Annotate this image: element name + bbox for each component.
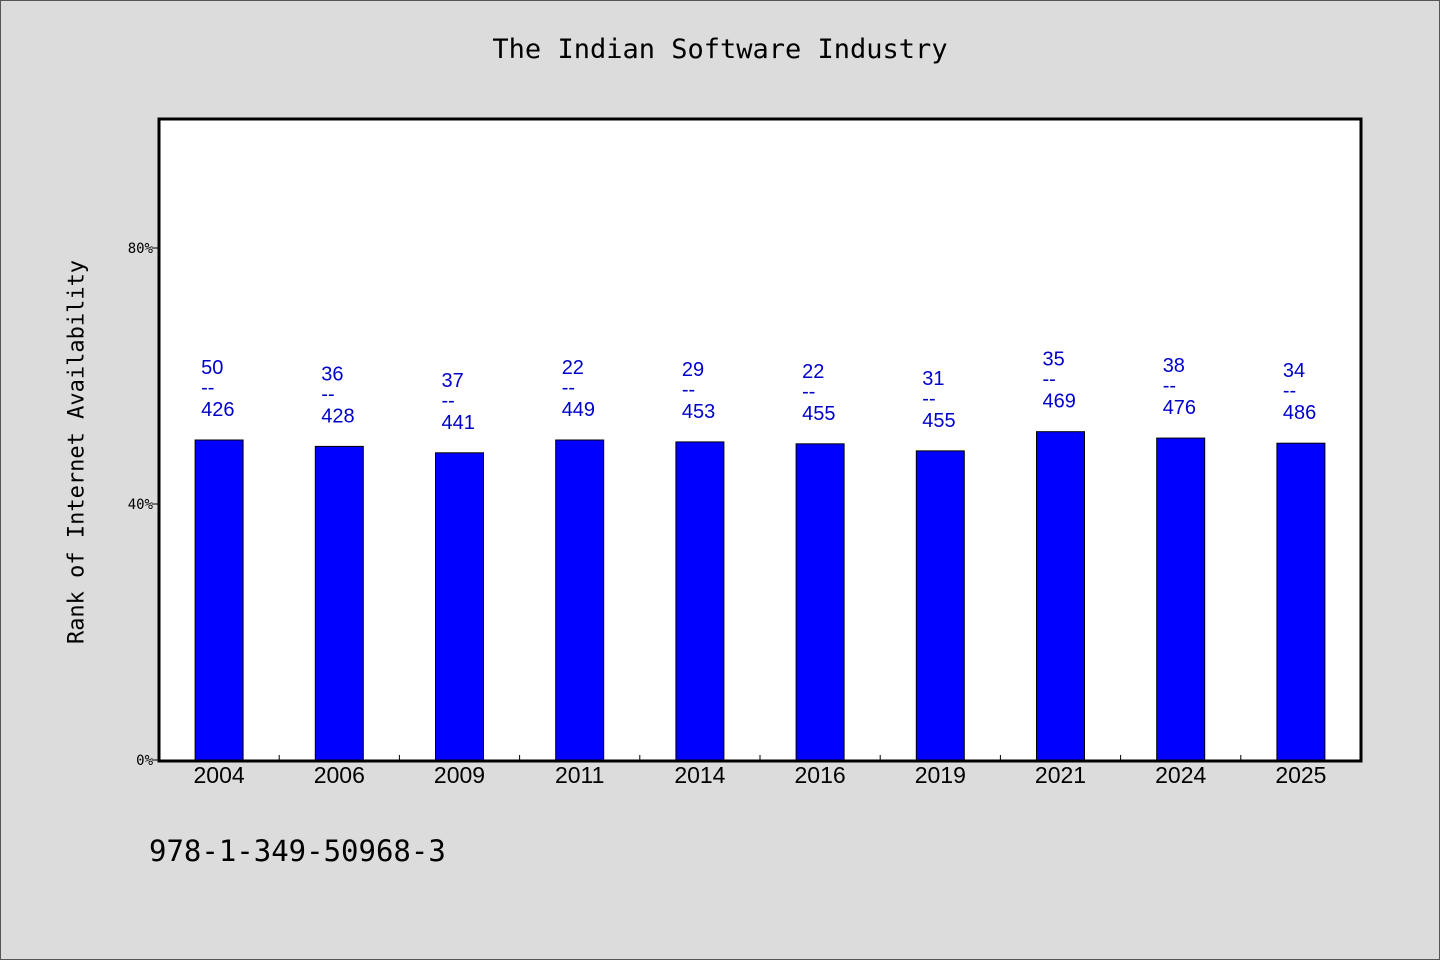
data-label-top: 31 <box>922 368 944 390</box>
x-tick-label: 2014 <box>674 762 725 788</box>
x-tick-label: 2011 <box>555 762 604 788</box>
x-tick-label: 2024 <box>1155 762 1206 788</box>
data-label-separator: -- <box>321 383 334 405</box>
y-tick-label: 40% <box>128 497 154 513</box>
data-label-top: 38 <box>1163 355 1185 377</box>
data-label-top: 35 <box>1043 349 1065 371</box>
bar-2009 <box>435 452 484 761</box>
bar-2016 <box>795 443 845 761</box>
data-label-top: 22 <box>802 361 824 383</box>
data-label-top: 34 <box>1283 360 1305 382</box>
x-tick-label: 2016 <box>795 762 846 788</box>
data-label-separator: -- <box>682 379 695 401</box>
data-label-bottom: 476 <box>1163 397 1196 419</box>
bar-2025 <box>1276 442 1326 761</box>
data-label-bottom: 455 <box>922 410 955 432</box>
data-label-separator: -- <box>562 377 575 399</box>
x-tick-label: 2025 <box>1275 762 1326 788</box>
bar-2019 <box>915 450 965 761</box>
x-tick-label: 2019 <box>915 762 966 788</box>
data-label-bottom: 486 <box>1283 402 1316 424</box>
x-tick-label: 2004 <box>194 762 245 788</box>
data-label-bottom: 428 <box>321 405 354 427</box>
data-label-bottom: 469 <box>1043 391 1076 413</box>
y-tick-label: 80% <box>128 241 154 257</box>
data-label-separator: -- <box>802 381 815 403</box>
data-label-separator: -- <box>1043 369 1056 391</box>
data-label-top: 36 <box>321 363 343 385</box>
data-label-separator: -- <box>201 377 214 399</box>
x-tick-label: 2009 <box>434 762 485 788</box>
chart-title: The Indian Software Industry <box>492 34 948 65</box>
bar-2006 <box>314 445 364 761</box>
data-label-top: 50 <box>201 357 223 379</box>
isbn-text: 978-1-349-50968-3 <box>149 834 446 868</box>
data-label-bottom: 449 <box>562 399 595 421</box>
bar-2024 <box>1156 437 1206 761</box>
bar-2004 <box>194 439 244 761</box>
y-tick-label: 0% <box>136 753 153 769</box>
data-label-separator: -- <box>1163 375 1176 397</box>
data-label-bottom: 455 <box>802 403 835 425</box>
bar-2021 <box>1036 431 1085 761</box>
data-label-separator: -- <box>442 390 455 412</box>
data-label-top: 29 <box>682 359 704 381</box>
data-label-top: 37 <box>442 370 464 392</box>
data-label-bottom: 426 <box>201 399 234 421</box>
x-tick-label: 2006 <box>314 762 365 788</box>
bar-2011 <box>555 439 605 761</box>
data-label-bottom: 453 <box>682 401 715 423</box>
data-label-top: 22 <box>562 357 584 379</box>
data-label-separator: -- <box>922 388 935 410</box>
x-tick-label: 2021 <box>1035 762 1086 788</box>
bar-2014 <box>675 441 725 761</box>
data-label-separator: -- <box>1283 380 1296 402</box>
data-label-bottom: 441 <box>442 412 475 434</box>
